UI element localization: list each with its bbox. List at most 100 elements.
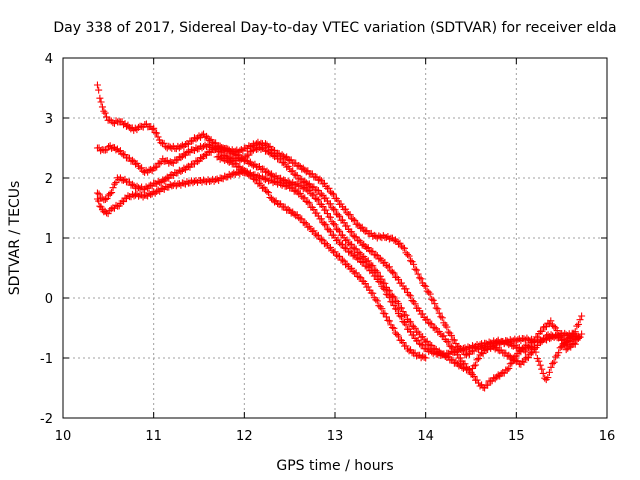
- data-point-marker: [407, 328, 415, 336]
- data-point-marker: [357, 258, 365, 266]
- data-point-marker: [484, 381, 492, 389]
- data-point-marker: [178, 141, 186, 149]
- data-point-marker: [326, 213, 334, 221]
- data-point-marker: [402, 311, 410, 319]
- y-tick-label: 0: [45, 292, 53, 307]
- data-point-marker: [287, 156, 295, 164]
- data-point-marker: [559, 340, 567, 348]
- data-point-marker: [494, 371, 502, 379]
- data-point-marker: [201, 133, 209, 141]
- data-point-marker: [308, 170, 316, 178]
- data-point-marker: [295, 214, 303, 222]
- data-point-marker: [437, 313, 445, 321]
- data-point-marker: [574, 320, 582, 328]
- data-point-marker: [419, 352, 427, 360]
- data-point-marker: [394, 332, 402, 340]
- data-point-marker: [444, 338, 452, 346]
- data-point-marker: [278, 181, 286, 189]
- data-point-marker: [135, 192, 143, 200]
- data-point-marker: [578, 330, 586, 338]
- data-point-marker: [452, 358, 460, 366]
- data-point-marker: [429, 296, 437, 304]
- data-point-marker: [127, 181, 135, 189]
- data-point-marker: [150, 164, 158, 172]
- data-point-marker: [251, 175, 259, 183]
- y-axis-label: SDTVAR / TECUs: [7, 181, 23, 296]
- data-point-marker: [364, 283, 372, 291]
- data-point-marker: [245, 151, 253, 159]
- data-point-marker: [527, 349, 535, 357]
- data-point-marker: [408, 297, 416, 305]
- data-point-marker: [150, 124, 158, 132]
- x-tick-label: 12: [236, 429, 253, 444]
- data-point-marker: [428, 320, 436, 328]
- data-point-marker: [459, 364, 467, 372]
- data-point-marker: [394, 275, 402, 283]
- data-point-marker: [407, 346, 415, 354]
- data-point-marker: [524, 354, 532, 362]
- data-point-marker: [423, 315, 431, 323]
- data-point-marker: [342, 205, 350, 213]
- data-point-marker: [325, 184, 333, 192]
- data-point-marker: [385, 293, 393, 301]
- data-point-marker: [385, 263, 393, 271]
- data-point-marker: [455, 362, 463, 370]
- data-point-marker: [425, 288, 433, 296]
- data-point-marker: [360, 226, 368, 234]
- data-point-marker: [184, 140, 192, 148]
- data-point-marker: [506, 360, 514, 368]
- data-point-marker: [343, 222, 351, 230]
- data-point-marker: [485, 338, 493, 346]
- data-point-marker: [334, 236, 342, 244]
- y-tick-label: 2: [45, 172, 53, 187]
- data-point-marker: [520, 358, 528, 366]
- y-tick-labels: -2 -1 0 1 2 3 4: [40, 52, 53, 427]
- data-point-marker: [481, 346, 489, 354]
- data-point-marker: [447, 331, 455, 339]
- data-point-marker: [296, 189, 304, 197]
- data-point-marker: [314, 187, 322, 195]
- data-point-marker: [145, 166, 153, 174]
- data-point-marker: [520, 335, 528, 343]
- data-point-marker: [390, 302, 398, 310]
- data-point-marker: [443, 323, 451, 331]
- data-point-marker: [263, 188, 271, 196]
- data-point-marker: [429, 349, 437, 357]
- data-point-marker: [555, 349, 563, 357]
- data-point-marker: [544, 333, 552, 341]
- data-point-marker: [502, 338, 510, 346]
- plot-frame: [62, 57, 608, 419]
- data-point-marker: [322, 221, 330, 229]
- data-point-marker: [311, 194, 319, 202]
- data-point-marker: [514, 336, 522, 344]
- data-point-marker: [396, 312, 404, 320]
- data-point-marker: [213, 175, 221, 183]
- data-point-marker: [261, 168, 269, 176]
- data-point-marker: [331, 248, 339, 256]
- data-point-marker: [316, 175, 324, 183]
- data-point-marker: [290, 187, 298, 195]
- data-point-marker: [287, 209, 295, 217]
- data-point-marker: [373, 297, 381, 305]
- data-point-marker: [348, 240, 356, 248]
- data-point-marker: [426, 290, 434, 298]
- data-point-marker: [410, 331, 418, 339]
- data-point-marker: [105, 143, 113, 151]
- data-point-marker: [334, 226, 342, 234]
- data-point-marker: [310, 206, 318, 214]
- data-point-marker: [340, 219, 348, 227]
- data-point-marker: [290, 170, 298, 178]
- data-point-marker: [381, 286, 389, 294]
- data-point-marker: [355, 236, 363, 244]
- data-point-marker: [95, 190, 103, 198]
- x-tick-label: 11: [145, 429, 162, 444]
- data-point-marker: [440, 332, 448, 340]
- data-point-marker: [545, 320, 553, 328]
- data-point-marker: [349, 215, 357, 223]
- data-point-marker: [399, 308, 407, 316]
- data-point-marker: [361, 280, 369, 288]
- data-point-marker: [323, 210, 331, 218]
- data-point-marker: [425, 341, 433, 349]
- data-point-marker: [343, 236, 351, 244]
